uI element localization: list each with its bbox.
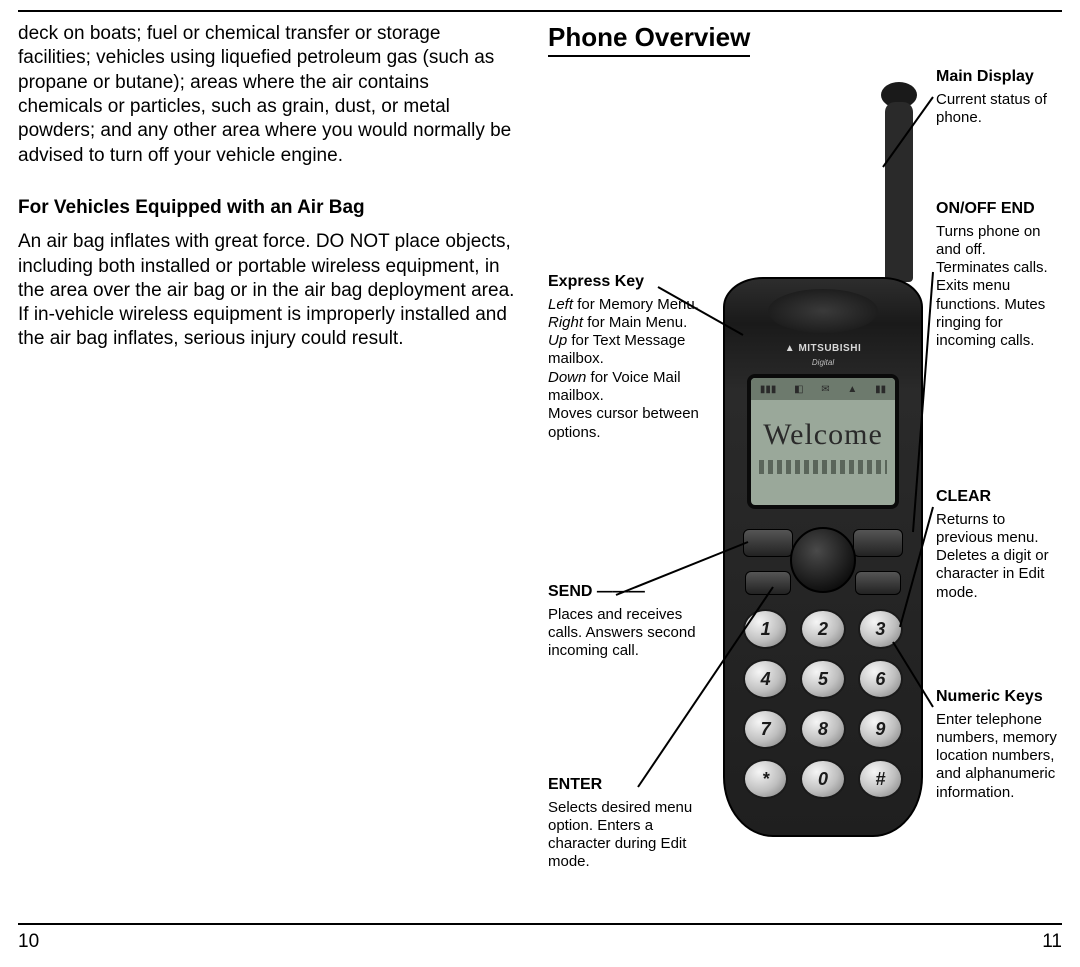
key-1: 1 [743, 609, 788, 649]
antenna [885, 102, 913, 282]
safety-paragraph-1: deck on boats; fuel or chemical transfer… [18, 22, 518, 168]
phone-screen: ▮▮▮◧✉▲▮▮ Welcome [747, 374, 899, 509]
mid-key-right [855, 571, 901, 595]
key-star: * [743, 759, 788, 799]
left-page: deck on boats; fuel or chemical transfer… [18, 22, 518, 902]
callout-main-display: Main Display Current status of phone. [936, 67, 1061, 127]
phone-brand-sub: Digital [812, 358, 834, 367]
phone-overview-title: Phone Overview [548, 22, 750, 57]
key-0: 0 [800, 759, 845, 799]
key-7: 7 [743, 709, 788, 749]
soft-key-left [743, 529, 793, 557]
right-page: Phone Overview ▲ MITSUBISHI Digital ▮▮▮◧… [548, 22, 1062, 902]
page-number-right: 11 [1042, 931, 1062, 953]
airbag-heading: For Vehicles Equipped with an Air Bag [18, 196, 518, 220]
key-2: 2 [800, 609, 845, 649]
phone-diagram: ▲ MITSUBISHI Digital ▮▮▮◧✉▲▮▮ Welcome 1 … [548, 67, 1062, 897]
callout-clear: CLEAR Returns to previous menu. Deletes … [936, 487, 1066, 602]
callout-express-key: Express Key Left for Memory Menu. Right … [548, 272, 718, 442]
page-number-left: 10 [18, 931, 39, 953]
mid-key-left [745, 571, 791, 595]
nav-circle [790, 527, 856, 593]
key-5: 5 [800, 659, 845, 699]
key-8: 8 [800, 709, 845, 749]
soft-key-right [853, 529, 903, 557]
phone-body: ▲ MITSUBISHI Digital ▮▮▮◧✉▲▮▮ Welcome 1 … [723, 277, 923, 837]
key-hash: # [858, 759, 903, 799]
key-9: 9 [858, 709, 903, 749]
key-4: 4 [743, 659, 788, 699]
phone-illustration: ▲ MITSUBISHI Digital ▮▮▮◧✉▲▮▮ Welcome 1 … [723, 277, 923, 837]
callout-send: SEND ――― Places and receives calls. Answ… [548, 582, 708, 660]
screen-text: Welcome [751, 418, 895, 452]
earpiece [768, 289, 878, 333]
key-3: 3 [858, 609, 903, 649]
phone-brand: ▲ MITSUBISHI [785, 343, 861, 354]
airbag-paragraph: An air bag inflates with great force. DO… [18, 230, 518, 352]
keypad: 1 2 3 4 5 6 7 8 9 * 0 # [743, 609, 903, 799]
callout-enter: ENTER Selects desired menu option. Enter… [548, 775, 718, 872]
page-footer: 10 11 [18, 923, 1062, 953]
callout-onoff-end: ON/OFF END Turns phone on and off. Termi… [936, 199, 1061, 351]
key-6: 6 [858, 659, 903, 699]
callout-numeric-keys: Numeric Keys Enter telephone numbers, me… [936, 687, 1066, 802]
